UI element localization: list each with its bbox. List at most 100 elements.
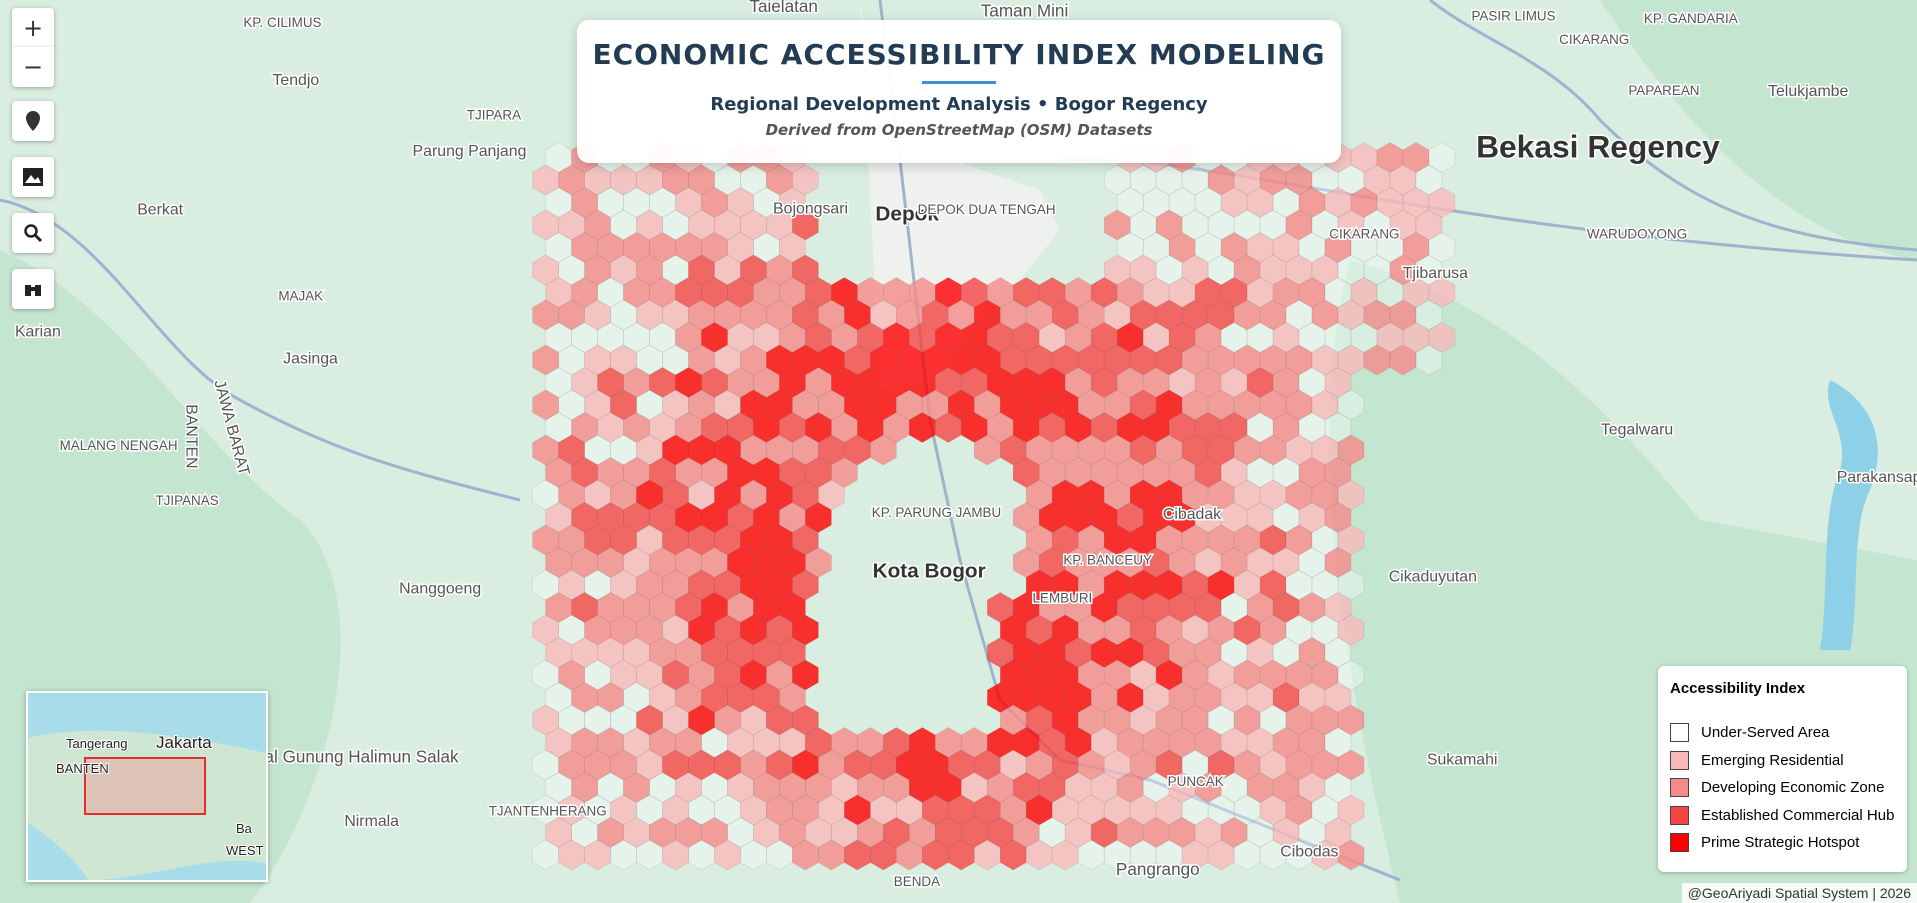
place-label: Pangrango <box>1116 860 1200 879</box>
place-label: Cibodas <box>1280 843 1338 860</box>
place-label: Telukjambe <box>1768 83 1848 100</box>
place-label: Karian <box>15 324 61 341</box>
legend-swatch <box>1670 750 1689 770</box>
hex-cell <box>1207 839 1235 871</box>
place-label: Bojongsari <box>773 200 848 217</box>
hex-cell <box>1337 839 1365 871</box>
hex-cell <box>1077 839 1105 871</box>
hex-cell <box>1051 839 1079 871</box>
legend-label: Developing Economic Zone <box>1701 779 1885 797</box>
hex-cell <box>1246 187 1274 218</box>
hex-cell <box>1337 389 1365 421</box>
place-label: Tjibarusa <box>1403 265 1468 282</box>
layers-icon <box>23 168 43 186</box>
place-label: MAJAK <box>278 289 323 304</box>
place-label: BANTEN <box>183 404 200 468</box>
hex-cell <box>1428 232 1456 263</box>
legend-item: Under-Served Area <box>1670 719 1907 747</box>
place-label: PAPAREAN <box>1628 83 1699 98</box>
hex-cell <box>714 839 741 871</box>
title-divider <box>922 81 996 84</box>
hex-cell <box>532 389 559 421</box>
hex-cell <box>1337 749 1365 781</box>
place-label: BENDA <box>894 874 940 889</box>
hex-cell <box>1155 164 1183 196</box>
zoom-in[interactable]: + <box>12 8 54 48</box>
hex-cell <box>532 344 559 376</box>
place-label: Parakansap <box>1837 469 1917 486</box>
attribution: @GeoAriyadi Spatial System | 2026 <box>1681 883 1917 903</box>
hex-cell <box>1103 209 1131 241</box>
legend-item: Developing Economic Zone <box>1670 774 1907 802</box>
place-label: Taielatan <box>749 0 818 16</box>
place-label: KP. PARUNG JAMBU <box>872 505 1001 520</box>
binoculars-icon <box>25 285 41 296</box>
hex-cell <box>1337 614 1365 646</box>
title: ECONOMIC ACCESSIBILITY INDEX MODELING <box>592 38 1326 71</box>
hex-cell <box>662 839 689 871</box>
hex-cell <box>1415 344 1443 376</box>
measure-button[interactable] <box>12 269 54 309</box>
search-icon <box>24 224 43 243</box>
place-label: LEMBURI <box>1033 591 1093 606</box>
subtitle: Regional Development Analysis • Bogor Re… <box>710 94 1208 115</box>
legend-item: Established Commercial Hub <box>1670 802 1907 830</box>
zoom-out[interactable]: − <box>12 47 54 87</box>
legend-label: Emerging Residential <box>1701 751 1844 769</box>
hex-cell <box>584 299 611 331</box>
hex-cell <box>1194 772 1222 803</box>
place-label: TJANTENHERANG <box>489 803 607 818</box>
place-label: Kota Bogor <box>873 560 986 583</box>
place-label: DEPOK DUA TENGAH <box>918 202 1056 217</box>
hex-cell <box>1337 704 1365 736</box>
place-label: Taman Mini <box>981 2 1068 21</box>
hex-cell <box>1350 232 1378 263</box>
legend-swatch <box>1670 723 1689 743</box>
place-label: Parung Panjang <box>413 143 527 160</box>
place-label: Nanggoeng <box>399 580 481 597</box>
search-button[interactable] <box>12 213 54 253</box>
place-label: TJIPARA <box>467 108 521 123</box>
place-label: PASIR LIMUS <box>1471 9 1555 24</box>
place-label: KP. CILIMUS <box>243 15 321 30</box>
place-label: Tendjo <box>272 72 319 89</box>
locate-button[interactable] <box>12 101 54 141</box>
map-labels: Taielatan Taman Mini PASIR LIMUS KP. GANDAR… <box>13 0 1917 891</box>
place-label: CIKARANG <box>1559 32 1629 47</box>
legend-label: Prime Strategic Hotspot <box>1701 834 1860 852</box>
title-box: ECONOMIC ACCESSIBILITY INDEX MODELING Re… <box>577 20 1341 163</box>
legend-swatch <box>1670 805 1689 825</box>
hex-cell <box>1428 322 1456 353</box>
hex-cell <box>870 434 897 466</box>
legend-title: Accessibility Index <box>1670 680 1806 697</box>
place-label: MALANG NENGAH <box>60 438 178 453</box>
place-label: TJIPANAS <box>155 493 218 508</box>
place-label: Nirmala <box>344 813 399 830</box>
legend-item: Prime Strategic Hotspot <box>1670 829 1907 857</box>
legend: Accessibility Index Under-Served Area Eme… <box>1658 666 1907 872</box>
place-label: KP. BANCEUY <box>1063 553 1152 568</box>
legend-label: Established Commercial Hub <box>1701 806 1895 824</box>
hex-layer <box>532 142 1456 871</box>
hex-cell <box>1129 164 1157 196</box>
hex-cell <box>597 682 624 713</box>
minimap-svg: Tangerang Jakarta BANTEN WEST JA Ba <box>28 730 266 880</box>
hex-cell <box>1428 142 1456 173</box>
place-label: Cikaduyutan <box>1389 568 1477 585</box>
place-label: Depok <box>875 203 939 226</box>
place-label: Jasinga <box>283 351 338 368</box>
minimap-label: Ba <box>236 821 253 836</box>
hex-cell <box>740 839 767 871</box>
hex-cell <box>1129 839 1157 871</box>
source: Derived from OpenStreetMap (OSM) Dataset… <box>765 121 1153 139</box>
place-label: KP. GANDARIA <box>1644 11 1738 26</box>
hex-cell <box>610 839 637 871</box>
layers-button[interactable] <box>12 157 54 197</box>
hex-cell <box>1103 839 1131 871</box>
minimap: Tangerang Jakarta BANTEN WEST JA Ba <box>26 691 268 882</box>
minimap-label: Tangerang <box>66 736 127 751</box>
place-label: WARUDOYONG <box>1587 226 1687 241</box>
hex-cell <box>1389 344 1417 376</box>
place-label: Sukamahi <box>1427 752 1498 769</box>
